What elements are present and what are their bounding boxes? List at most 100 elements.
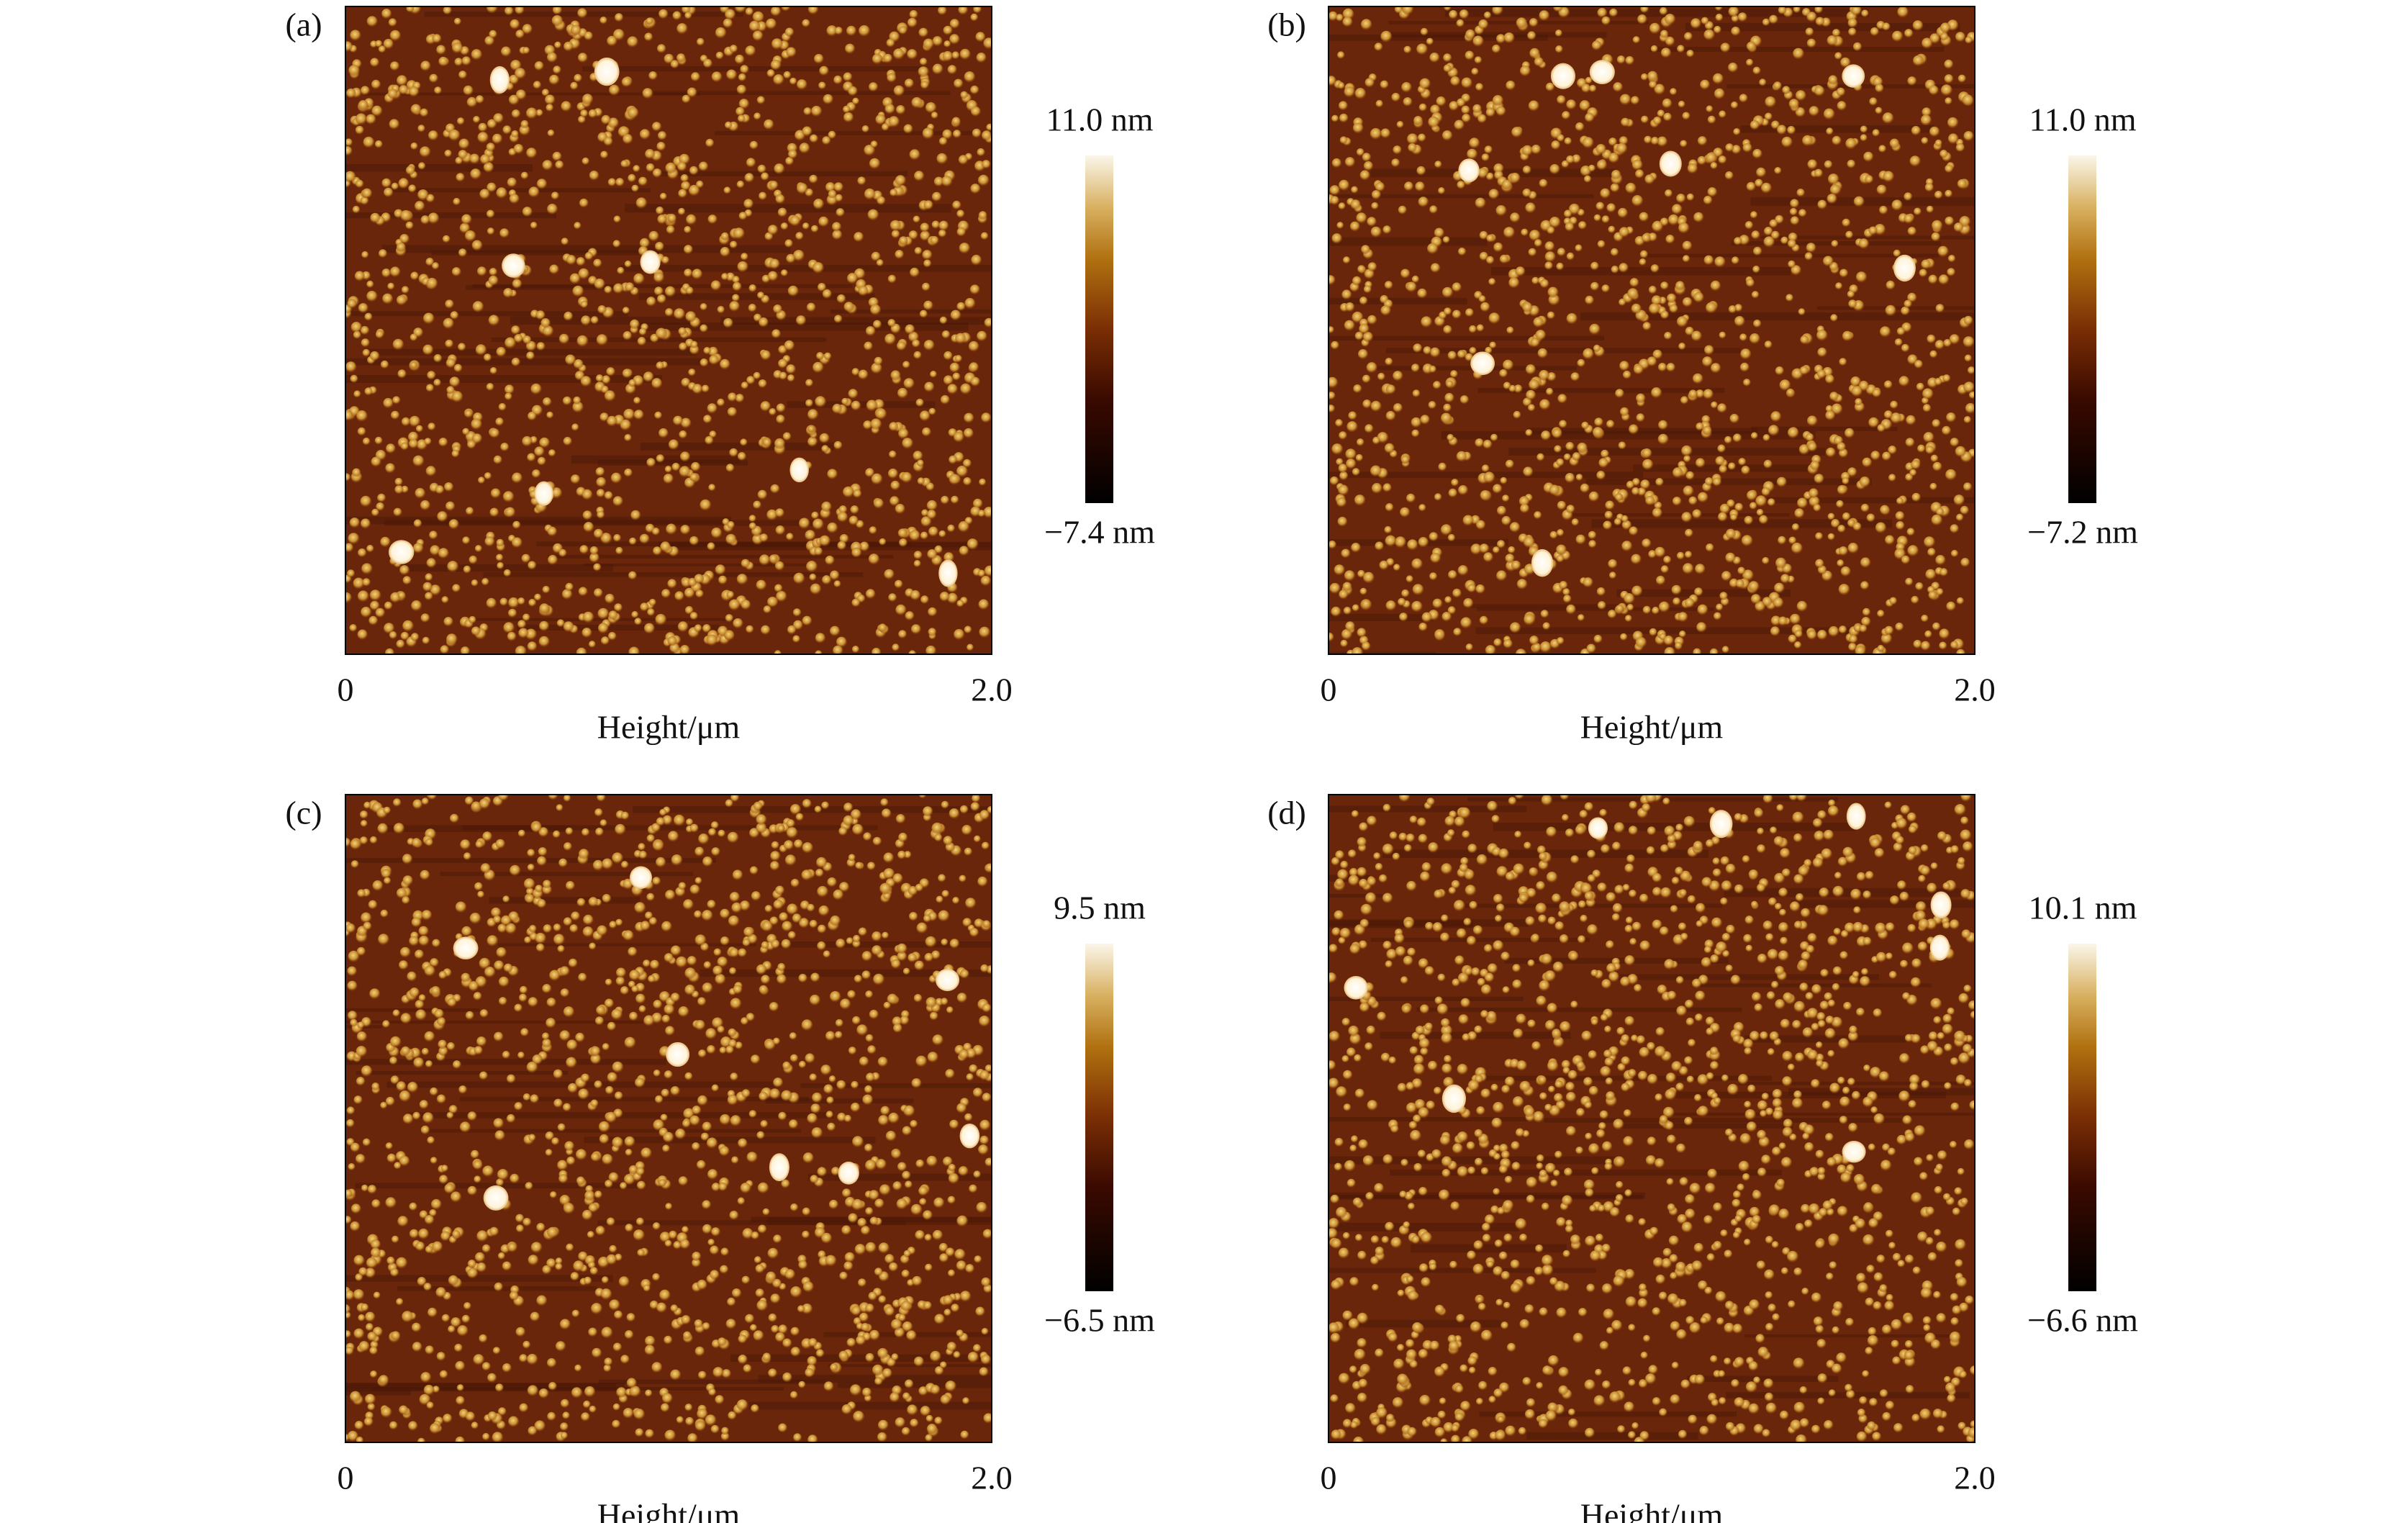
afm-particle [1865, 175, 1874, 184]
afm-particle [923, 340, 935, 351]
afm-particle [507, 177, 517, 188]
afm-particle [1827, 533, 1835, 541]
afm-particle [1411, 558, 1423, 570]
afm-particle [928, 628, 937, 637]
afm-particle [1645, 495, 1655, 506]
afm-particle [637, 1249, 646, 1257]
afm-particle [668, 439, 679, 451]
afm-particle [461, 214, 472, 225]
afm-particle [1513, 384, 1523, 394]
afm-particle [1503, 227, 1515, 238]
afm-particle [492, 133, 503, 145]
afm-particle [583, 914, 594, 926]
afm-particle [864, 341, 873, 351]
afm-streak [466, 285, 612, 290]
afm-particle [792, 608, 802, 617]
afm-particle [525, 894, 535, 904]
afm-particle [1888, 446, 1897, 455]
afm-particle [1872, 129, 1880, 137]
afm-particle [677, 621, 689, 633]
afm-particle [1606, 892, 1616, 903]
afm-particle [1339, 431, 1347, 440]
afm-particle [438, 438, 448, 447]
afm-streak [536, 541, 911, 547]
afm-particle [1670, 1321, 1680, 1332]
afm-particle [836, 208, 845, 217]
afm-particle [728, 599, 741, 611]
afm-particle [360, 196, 369, 205]
afm-particle [1922, 107, 1932, 117]
afm-particle [397, 592, 406, 600]
afm-particle [610, 472, 622, 484]
afm-particle [407, 971, 417, 982]
afm-particle [939, 1361, 947, 1369]
afm-particle [803, 107, 812, 116]
afm-particle [1443, 53, 1452, 63]
afm-particle [472, 433, 482, 444]
afm-particle [473, 992, 482, 1001]
afm-particle [1755, 178, 1763, 188]
colorbar [1085, 944, 1113, 1291]
afm-particle [345, 923, 356, 934]
afm-particle [435, 1287, 447, 1298]
x-tick-label: 0 [338, 672, 354, 708]
afm-particle [721, 273, 729, 281]
afm-particle [427, 130, 439, 141]
afm-particle [1469, 325, 1477, 333]
afm-particle [1449, 10, 1458, 19]
afm-particle [1639, 250, 1648, 258]
afm-streak [1329, 1117, 1529, 1121]
afm-particle [1441, 1169, 1451, 1178]
afm-particle [1380, 128, 1391, 139]
afm-particle [633, 410, 644, 420]
afm-particle [954, 355, 962, 363]
afm-particle [1589, 323, 1601, 335]
afm-particle [694, 574, 705, 584]
afm-particle [802, 1230, 810, 1239]
afm-particle [1338, 101, 1348, 111]
afm-particle [793, 250, 805, 261]
afm-particle [807, 436, 818, 447]
afm-particle [348, 1163, 356, 1171]
afm-particle [456, 117, 465, 125]
afm-particle [1788, 536, 1797, 545]
afm-particle [644, 1345, 656, 1356]
afm-particle [1345, 448, 1357, 460]
afm-particle [1831, 403, 1843, 415]
afm-particle [401, 286, 409, 294]
afm-particle [420, 1372, 432, 1383]
afm-particle [1385, 535, 1397, 547]
afm-particle [1511, 127, 1523, 138]
afm-particle [761, 350, 771, 361]
afm-particle [1830, 314, 1838, 322]
afm-particle [345, 1216, 352, 1224]
afm-particle [417, 1437, 425, 1442]
afm-particle [1556, 544, 1567, 556]
afm-particle [402, 875, 413, 886]
afm-particle [600, 533, 612, 544]
afm-particle [627, 36, 638, 48]
afm-particle [1639, 258, 1647, 266]
afm-particle [547, 526, 558, 537]
afm-particle [357, 629, 368, 640]
afm-particle [780, 269, 788, 277]
afm-particle [347, 569, 356, 578]
afm-particle [1869, 1398, 1878, 1407]
afm-particle [1493, 163, 1504, 174]
afm-particle [1666, 1178, 1674, 1186]
afm-particle [1585, 295, 1594, 305]
afm-particle [546, 104, 554, 112]
afm-particle [829, 570, 840, 581]
afm-particle [985, 863, 992, 873]
afm-particle [348, 950, 360, 962]
afm-cluster [789, 457, 809, 483]
afm-particle [1696, 389, 1705, 399]
afm-particle [616, 1387, 627, 1398]
afm-particle [1963, 131, 1974, 142]
afm-particle [1764, 1392, 1774, 1402]
afm-particle [345, 1304, 350, 1314]
afm-particle [793, 572, 805, 584]
afm-particle [438, 1046, 448, 1057]
afm-particle [1886, 952, 1893, 960]
afm-particle [1930, 998, 1942, 1010]
